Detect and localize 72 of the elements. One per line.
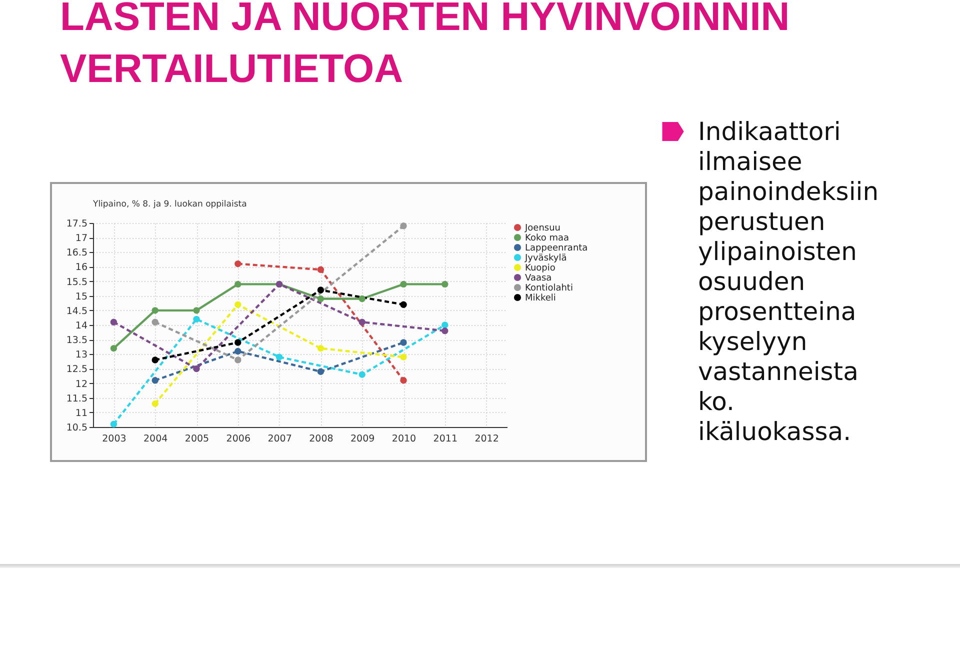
point (193, 365, 200, 372)
x-tick-label: 2005 (184, 434, 210, 444)
point (358, 318, 366, 326)
x-tick-label: 2012 (474, 434, 499, 444)
text: Indikaattori ilmaisee painoindeksiin perustuen ylipainoisten osuuden prosentteina kyselyyn vastanneista ko. ikäluokassa. (698, 117, 879, 446)
point (234, 280, 242, 288)
point (317, 266, 324, 273)
y-tick-label: 12 (75, 378, 88, 390)
legend-label: Vaasa (525, 274, 552, 284)
point (358, 371, 366, 378)
point (110, 420, 118, 428)
x-tick-label: 2008 (309, 434, 334, 444)
legend-label: Joensuu (524, 224, 560, 234)
point (400, 354, 407, 360)
y-tick-label: 16 (75, 262, 88, 274)
point (152, 377, 158, 384)
point (152, 400, 158, 408)
y-tick-label: 14 (75, 320, 88, 332)
y-tick-label: 17.5 (66, 218, 88, 230)
legend-label: Koko maa (525, 234, 570, 244)
point (110, 318, 118, 326)
x-tick-label: 2010 (392, 434, 416, 444)
legend-label: Mikkeli (525, 294, 556, 304)
x-tick-label: 2004 (144, 434, 168, 444)
point (193, 316, 200, 323)
chart-frame: 2003 2004 2005 2006 2007 2008 2009 2010 2011 2012 10.5 11 11.5 12 12.5 13 13.5 14 14.5 15 15.5 16 16.5 17 17.5 Joensuu Koko maa Lappeenranta Jyväskylä Kuopio Vaasa Kontiolahti Mikkeli Ylipaino, % 8. ja 9. luokan oppilaista (50, 182, 647, 462)
x-tick-label: 2009 (350, 434, 375, 444)
point (234, 348, 242, 355)
chart-title: LASTEN JA NUORTEN HYVINVOINNIN VERTAILUTIETOA (60, 0, 791, 93)
y-tick-label: 15.5 (66, 276, 88, 288)
point (400, 377, 407, 384)
point (110, 344, 118, 352)
y-tick-label: 13 (75, 350, 88, 361)
point (400, 222, 407, 230)
point (317, 295, 324, 302)
x-tick-label: 2006 (226, 434, 250, 444)
y-tick-label: 14.5 (66, 306, 88, 317)
y-tick-label: 13.5 (66, 335, 88, 346)
point (317, 344, 324, 352)
y-tick-label: 15 (75, 291, 88, 302)
x-tick-label: 2007 (268, 434, 292, 444)
y-tick-label: 16.5 (66, 248, 88, 259)
point (400, 339, 407, 346)
legend-label: Lappeenranta (525, 244, 588, 254)
point (193, 307, 200, 314)
point (276, 354, 283, 360)
legend-label: Kuopio (525, 264, 556, 274)
y-tick-label: 17 (75, 233, 88, 244)
legend-label: Kontiolahti (525, 284, 573, 294)
point (400, 280, 407, 288)
point (234, 356, 242, 364)
point (234, 301, 242, 308)
y-tick-label: 11 (75, 408, 88, 419)
y-tick-label: 11.5 (66, 393, 88, 404)
point (317, 286, 324, 294)
x-tick-label: 2011 (433, 434, 458, 444)
y-tick-label: 12.5 (66, 364, 88, 376)
point (400, 301, 407, 308)
point (442, 322, 448, 328)
point (442, 280, 448, 288)
chart-subtitle: Ylipaino, % 8. ja 9. luokan oppilaista (92, 200, 247, 210)
point (152, 318, 158, 326)
point (442, 327, 448, 334)
x-tick-label: 2003 (102, 434, 126, 444)
point (152, 356, 158, 364)
point (234, 339, 242, 346)
legend-label: Jyväskylä (524, 254, 567, 264)
point (358, 295, 366, 302)
point (152, 307, 158, 314)
point (234, 260, 242, 268)
y-tick-label: 10.5 (66, 422, 88, 434)
point (317, 368, 324, 375)
